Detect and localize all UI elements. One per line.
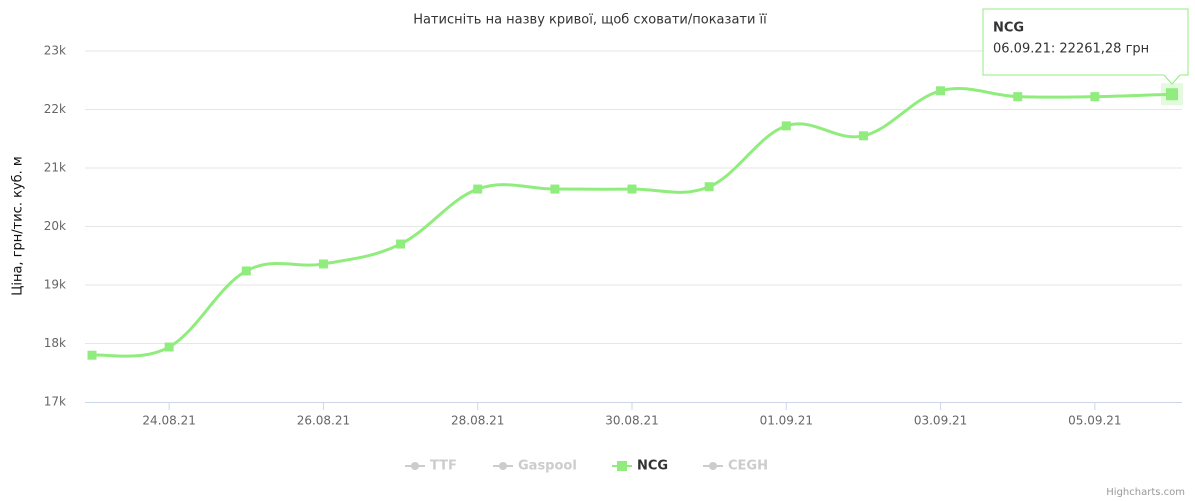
marker [781, 121, 791, 131]
marker [473, 184, 483, 194]
marker [396, 239, 406, 249]
marker [704, 182, 714, 192]
marker [627, 184, 637, 194]
tooltip-box [982, 8, 1189, 85]
x-tick-label: 05.09.21 [1068, 414, 1121, 428]
legend-item: TTF [430, 459, 457, 474]
chart-title: Натисніть на назву кривої, щоб сховати/п… [413, 13, 767, 28]
marker [1166, 88, 1178, 101]
marker [936, 86, 946, 96]
y-tick-label: 22k [44, 102, 66, 116]
y-tick-label: 19k [44, 278, 66, 292]
marker [87, 350, 97, 360]
x-tick-label: 03.09.21 [914, 414, 967, 428]
marker [858, 131, 868, 141]
legend-item: Gaspool [518, 459, 577, 474]
legend-symbol [617, 461, 627, 471]
marker [318, 259, 328, 269]
tooltip: NCG 06.09.21: 22261,28 грн [982, 8, 1189, 85]
x-tick-label: 01.09.21 [760, 414, 813, 428]
x-tick-label: 24.08.21 [142, 414, 195, 428]
marker [550, 184, 560, 194]
y-tick-label: 18k [44, 336, 66, 350]
x-tick-label: 30.08.21 [605, 414, 658, 428]
y-tick-label: 23k [44, 44, 66, 58]
legend-item: NCG [637, 459, 668, 474]
y-tick-label: 20k [44, 219, 66, 233]
marker [1013, 92, 1023, 102]
y-axis-title: Ціна, грн/тис. куб. м [11, 156, 26, 295]
legend-symbol [709, 462, 717, 470]
legend-symbol [411, 462, 419, 470]
marker [164, 342, 174, 352]
series-line [91, 87, 1173, 358]
credits: Highcharts.com [1106, 487, 1185, 498]
tooltip-series: NCG [993, 21, 1024, 36]
y-tick-label: 17k [44, 395, 66, 409]
y-tick-label: 21k [44, 161, 66, 175]
tooltip-text: 06.09.21: 22261,28 грн [993, 42, 1149, 57]
marker [241, 266, 251, 276]
marker [1090, 92, 1100, 102]
legend-item: CEGH [728, 459, 768, 474]
legend-symbol [499, 462, 507, 470]
x-tick-label: 28.08.21 [451, 414, 504, 428]
x-tick-label: 26.08.21 [297, 414, 350, 428]
